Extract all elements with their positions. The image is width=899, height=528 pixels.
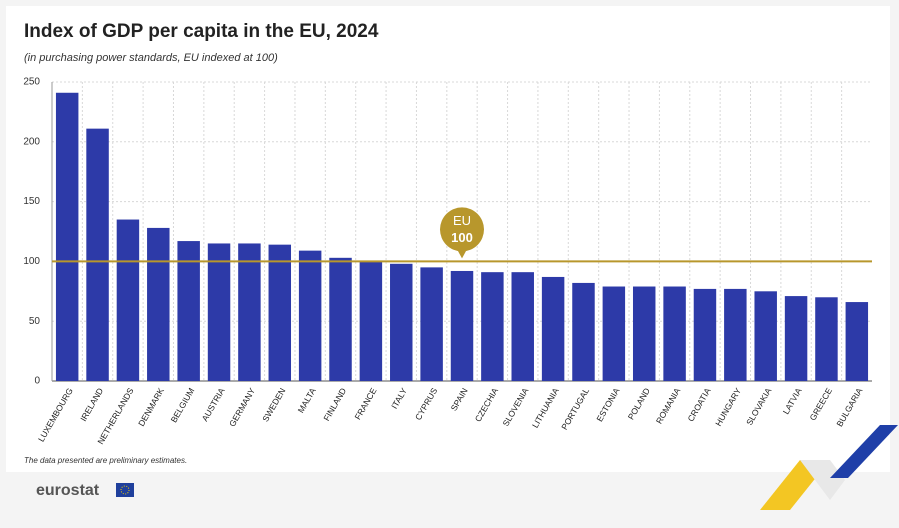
bar [177, 241, 200, 381]
bar [116, 219, 140, 381]
bar [147, 227, 170, 381]
decor-grey [800, 460, 845, 500]
reference-value-label: 100 [451, 230, 473, 245]
y-tick-label: 200 [23, 136, 40, 147]
bar [86, 128, 109, 381]
bar [602, 286, 626, 381]
bar [450, 270, 474, 381]
eu-stars [120, 485, 130, 495]
bar [420, 267, 443, 381]
bar [784, 296, 808, 381]
bar [693, 288, 717, 381]
chart-title: Index of GDP per capita in the EU, 2024 [24, 21, 379, 42]
bar [845, 302, 869, 381]
decor-blue [830, 425, 898, 478]
eu-flag [116, 483, 134, 497]
reference-label: EU [453, 213, 471, 228]
y-tick-label: 250 [23, 77, 40, 88]
bar [390, 263, 413, 381]
bar [268, 244, 292, 381]
bar [359, 261, 383, 381]
bar [632, 286, 656, 381]
y-tick-label: 50 [29, 316, 41, 327]
y-tick-label: 150 [23, 196, 40, 207]
bar [511, 272, 534, 381]
bar [329, 257, 352, 381]
note: The data presented are preliminary estim… [24, 456, 187, 465]
reference-badge [440, 207, 484, 252]
bar [724, 288, 747, 381]
bar [298, 250, 322, 381]
bar [481, 272, 504, 381]
chart-subtitle: (in purchasing power standards, EU index… [24, 52, 278, 64]
bar [238, 243, 261, 381]
bar [572, 282, 595, 381]
bar [815, 297, 838, 381]
bar [55, 92, 79, 381]
y-tick-label: 100 [23, 256, 40, 267]
bar [754, 291, 777, 381]
bar [541, 276, 565, 381]
source-logo: eurostat [36, 482, 100, 499]
bar [207, 243, 231, 381]
bar [663, 286, 686, 381]
y-tick-label: 0 [34, 376, 40, 387]
